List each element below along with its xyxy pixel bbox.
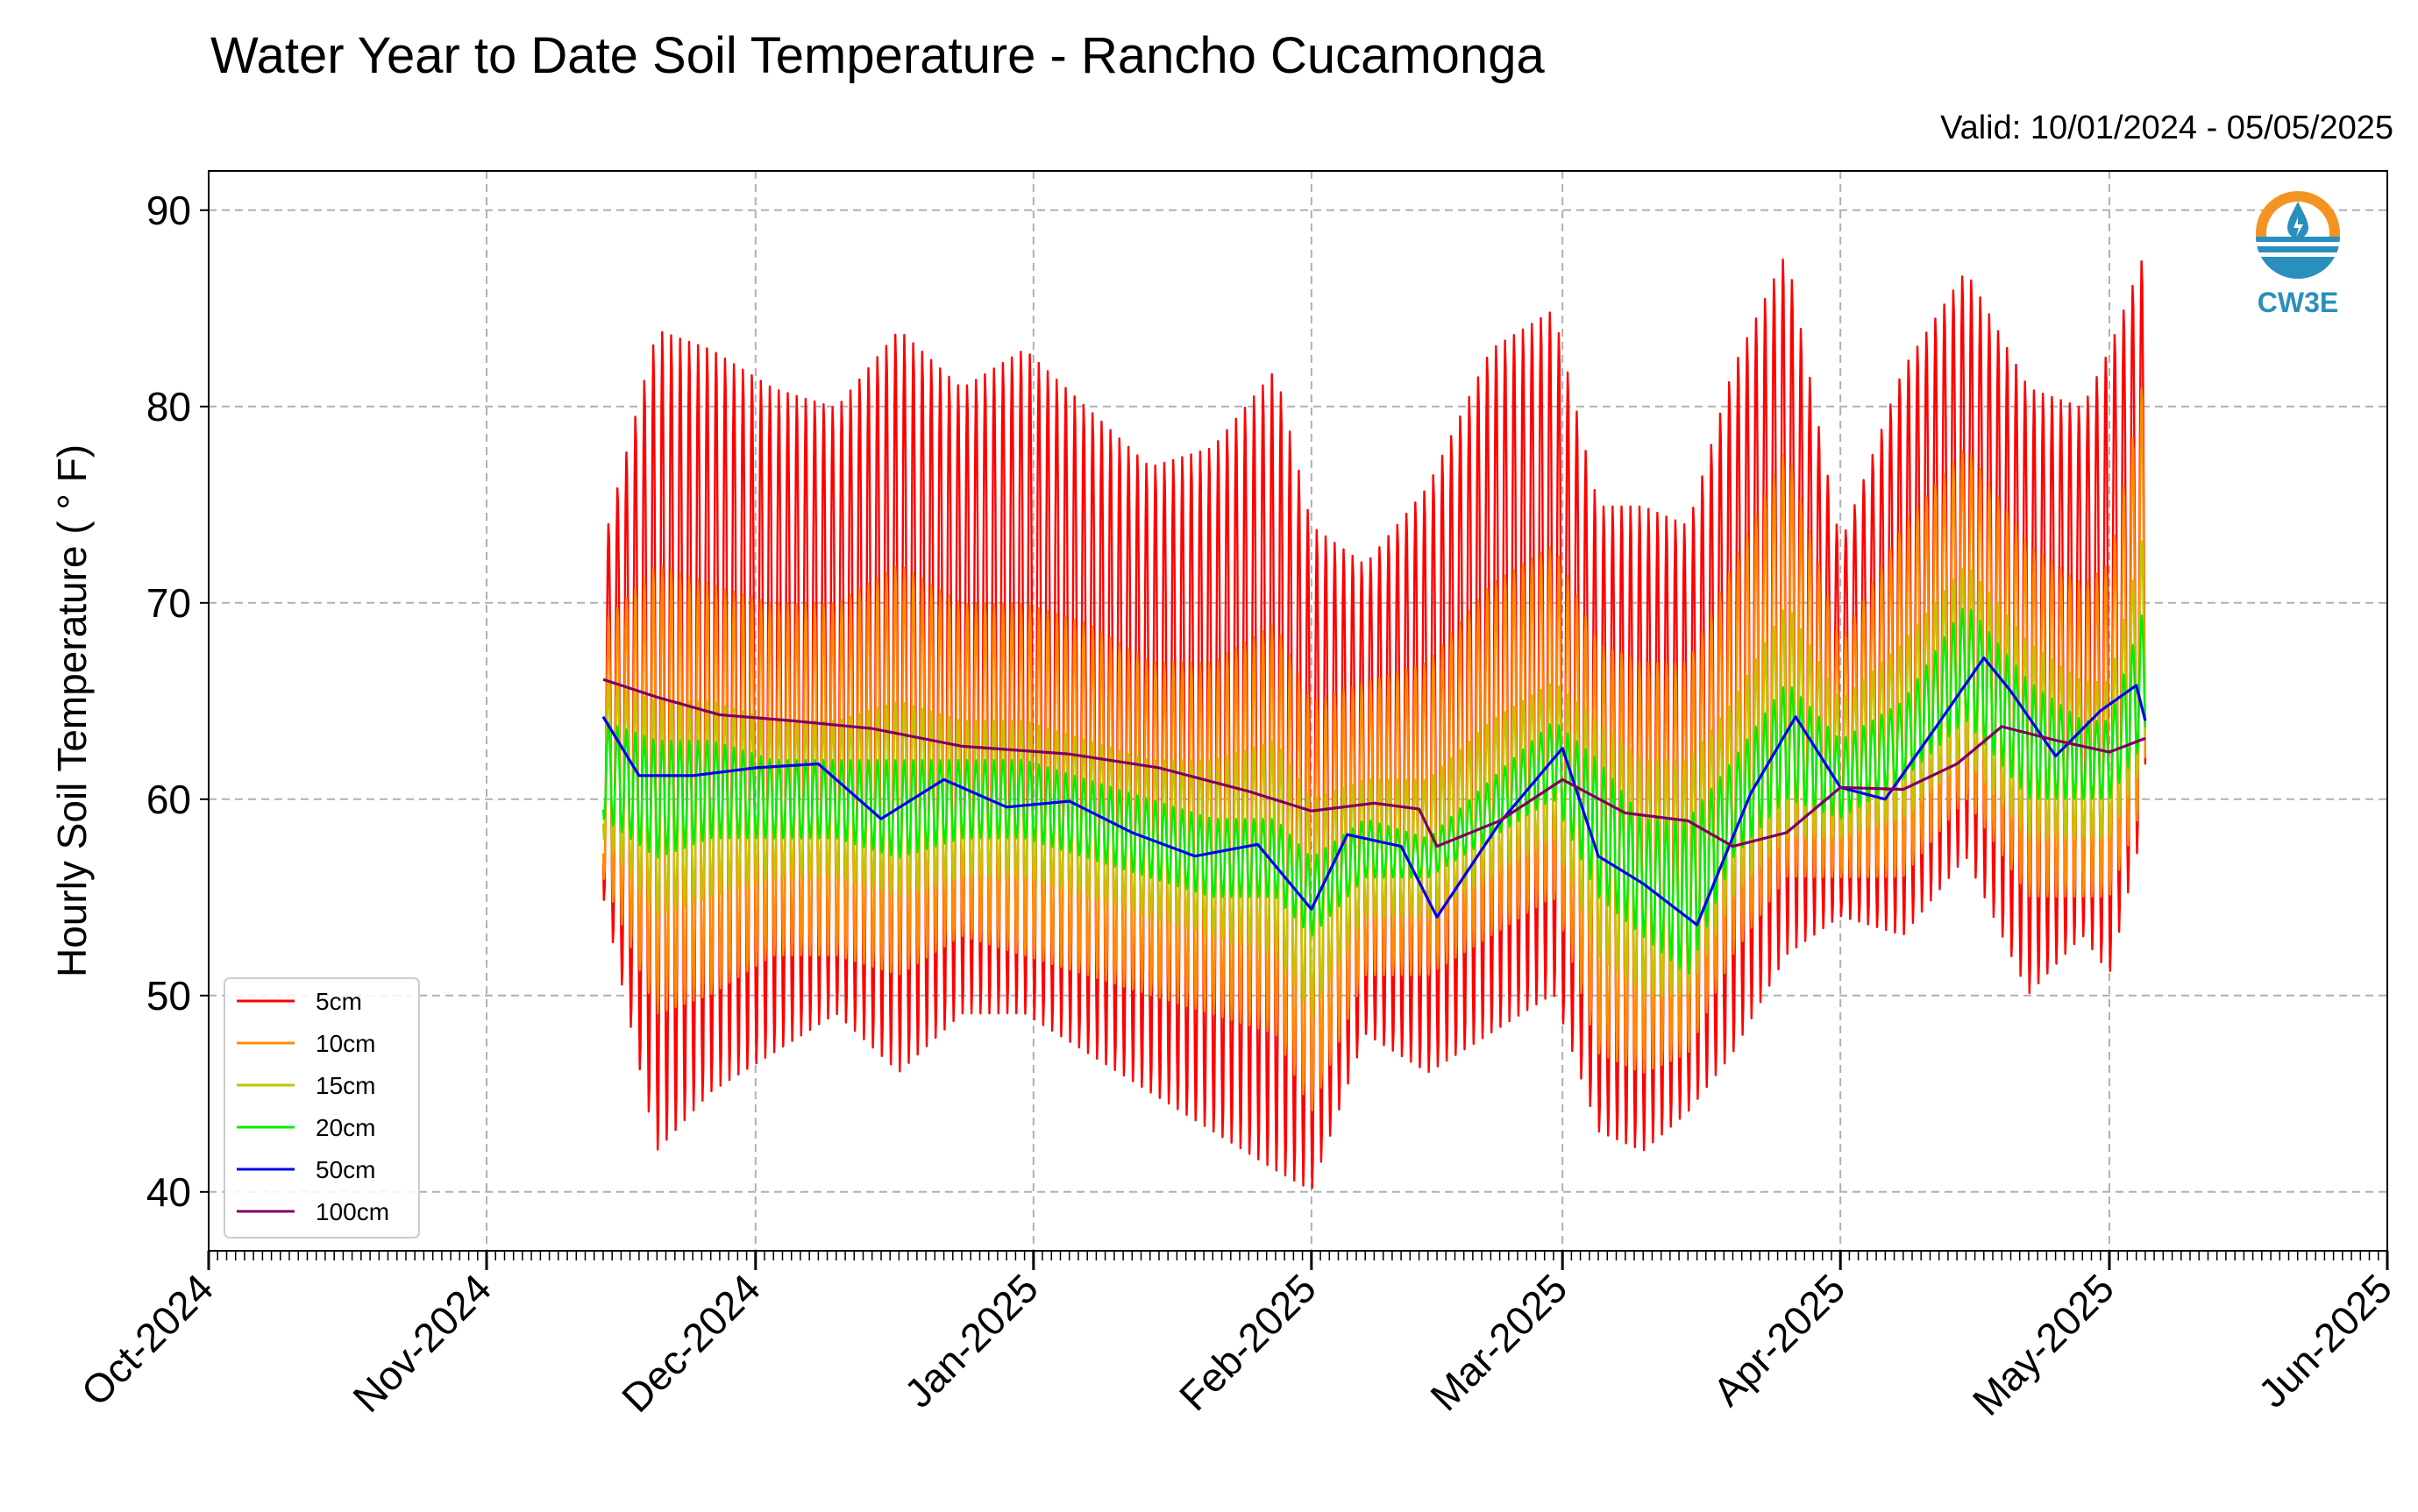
x-tick-label: Oct-2024 [73,1265,223,1415]
x-tick-label: Apr-2025 [1704,1265,1854,1415]
series-line-20cm [601,607,2147,975]
y-tick-label: 40 [146,1169,191,1215]
y-axis: 40 50 60 70 80 90 [146,188,209,1215]
y-tick-label: 60 [146,777,191,822]
water-drop-logo-icon [2256,191,2340,279]
x-axis: Oct-2024 Nov-2024 Dec-2024 Jan-2025 Feb-2025… [73,1251,2400,1424]
x-tick-label: Nov-2024 [344,1265,500,1421]
y-tick-label: 70 [146,580,191,626]
y-tick-label: 50 [146,973,191,1019]
legend-label: 100cm [316,1198,389,1225]
legend: 5cm 10cm 15cm 20cm 50cm 100cm [224,977,420,1239]
series-layer [601,258,2147,1189]
logo-text: CW3E [2258,287,2338,318]
legend-label: 10cm [316,1030,375,1057]
legend-label: 5cm [316,988,362,1015]
valid-date-range: Valid: 10/01/2024 - 05/05/2025 [1940,110,2393,146]
chart-title: Water Year to Date Soil Temperature - Ra… [210,27,1545,84]
plot-frame [208,170,2388,1252]
series-line-100cm [602,678,2146,848]
x-tick-label: Feb-2025 [1170,1265,1325,1419]
x-minor-ticks [208,1251,2388,1260]
series-line-50cm [601,656,2147,926]
y-tick-label: 90 [146,188,191,233]
x-tick-label: Jun-2025 [2250,1265,2400,1416]
x-tick-label: Mar-2025 [1421,1265,1575,1419]
y-axis-label: Hourly Soil Temperature ( ° F) [49,444,95,977]
x-tick-label: Dec-2024 [613,1265,769,1421]
x-tick-label: Jan-2025 [895,1265,1046,1416]
x-tick-label: May-2025 [1964,1265,2123,1423]
legend-label: 15cm [316,1072,375,1099]
y-tick-label: 80 [146,384,191,429]
cw3e-logo: CW3E [2256,191,2340,318]
legend-label: 20cm [316,1114,375,1141]
legend-label: 50cm [316,1156,375,1183]
